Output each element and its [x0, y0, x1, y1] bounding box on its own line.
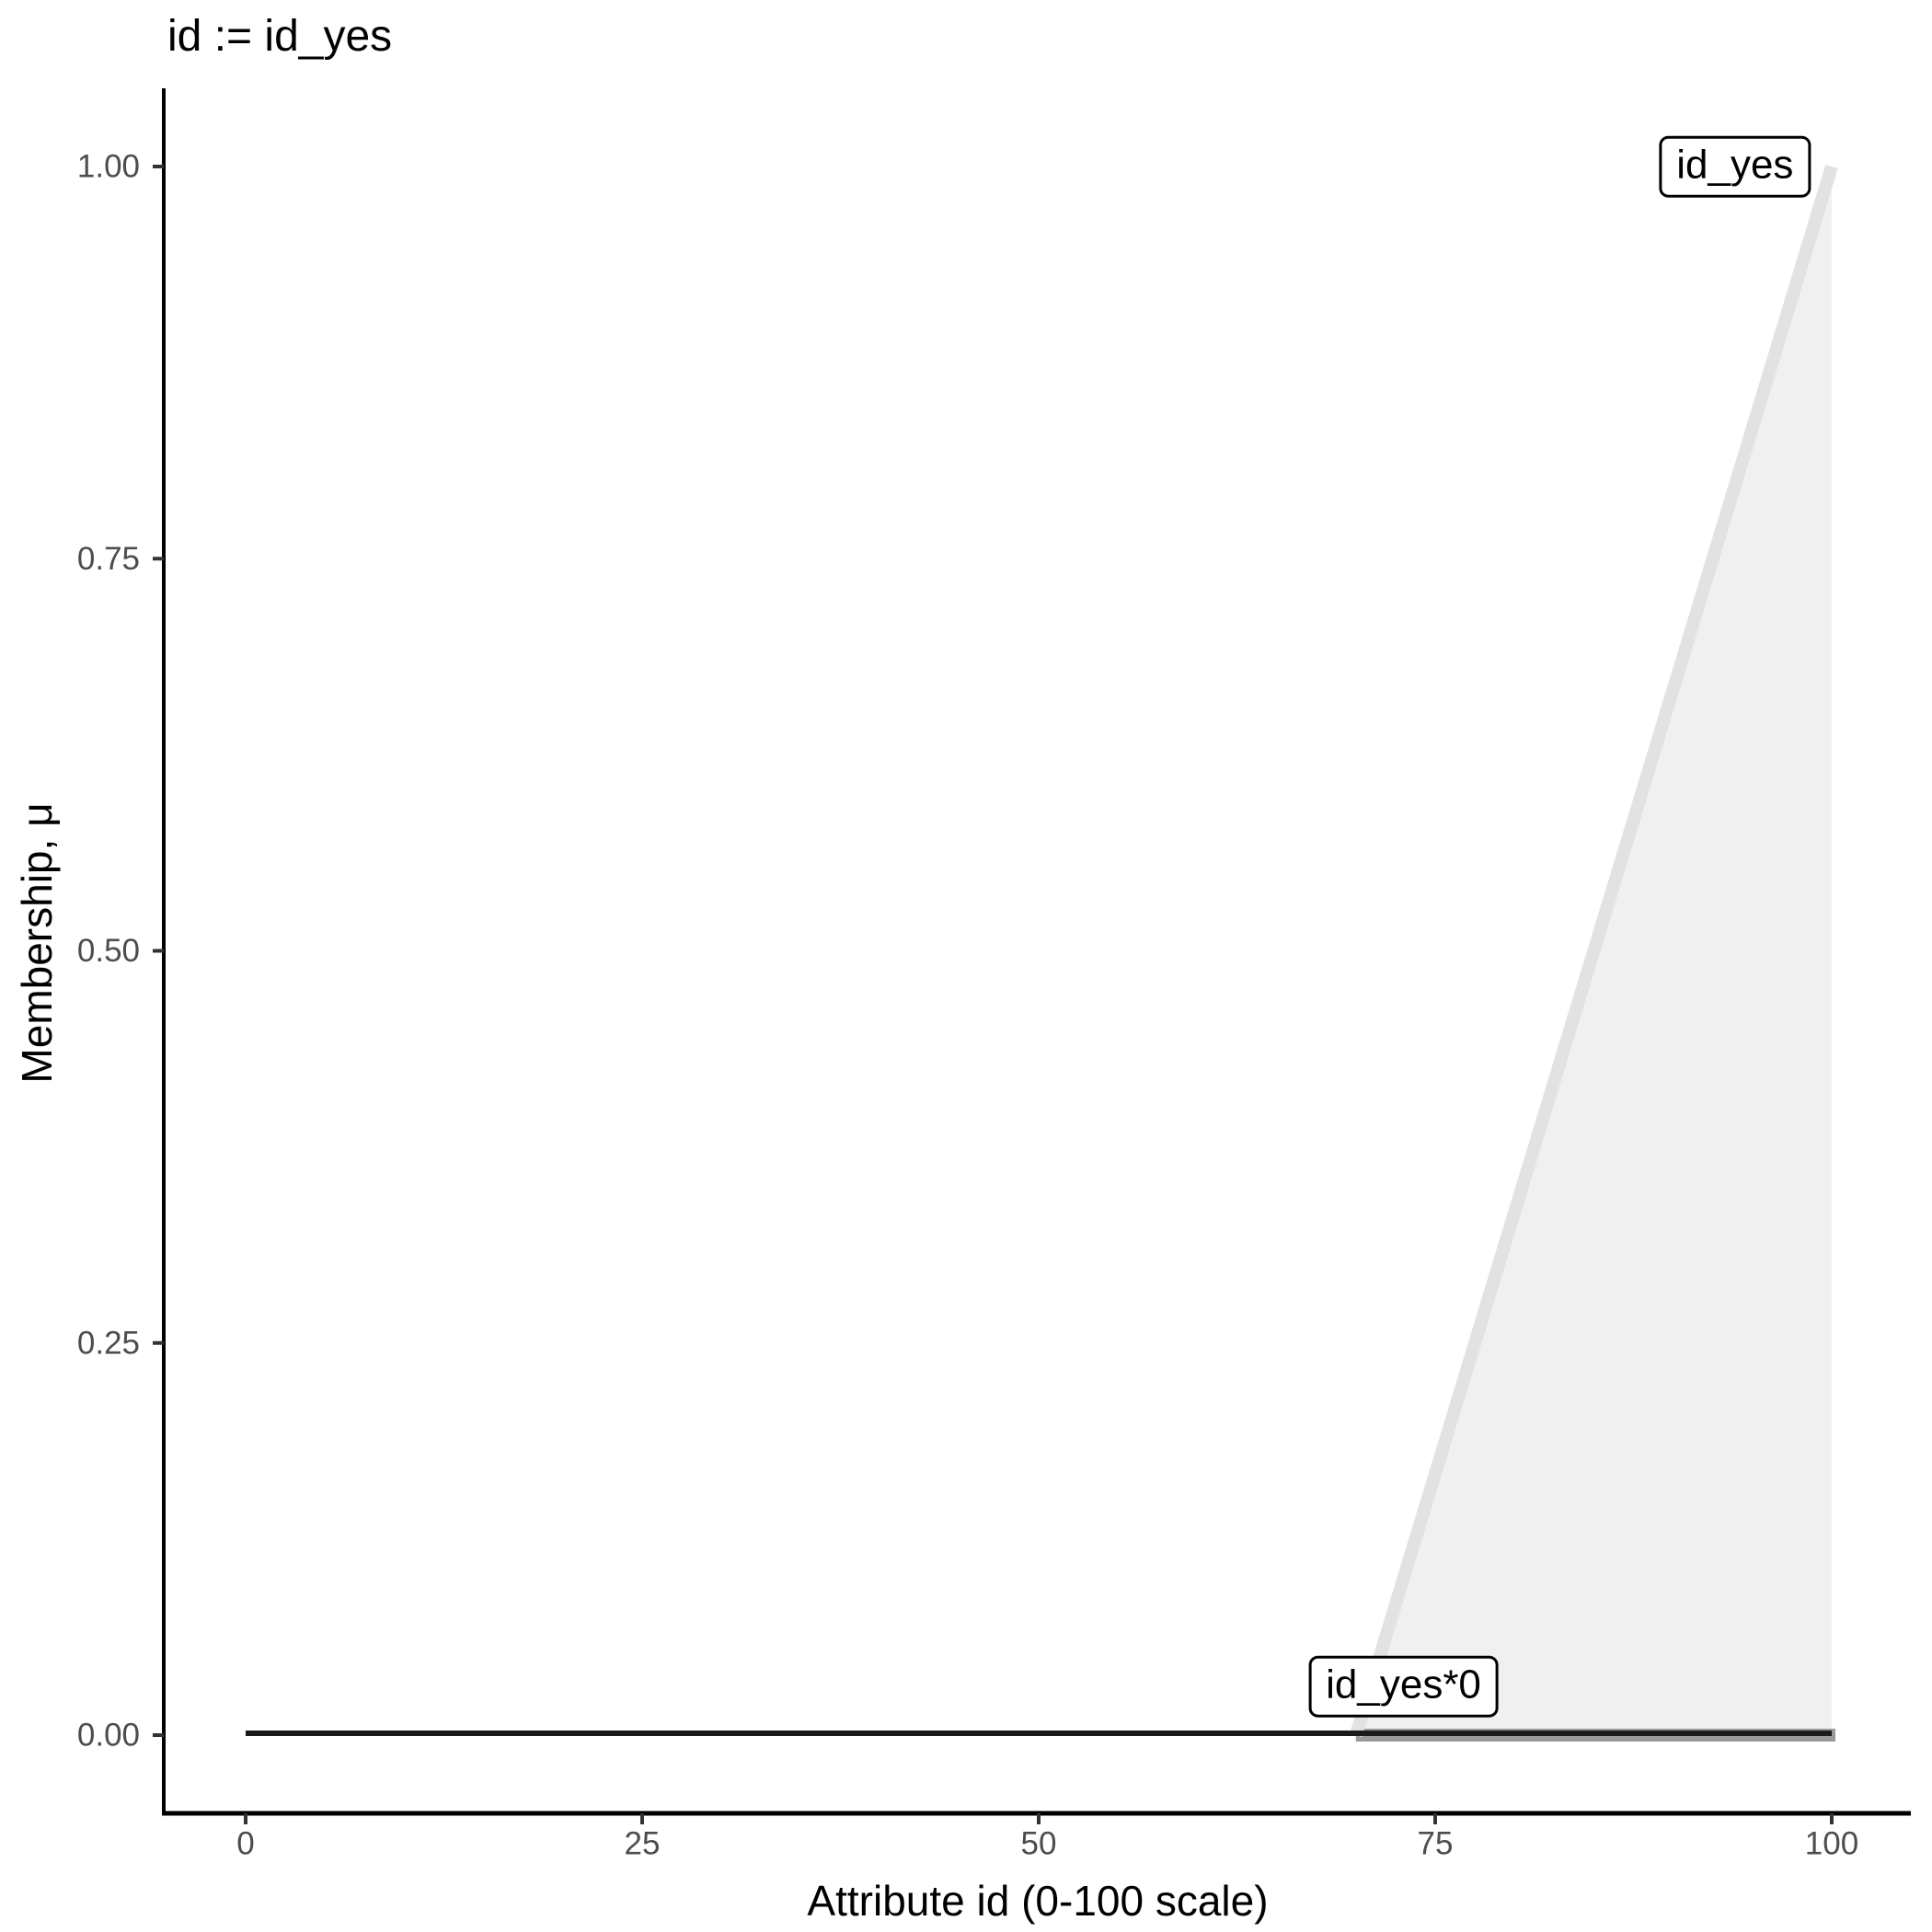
y-tick-label: 0.00 — [77, 1718, 140, 1754]
y-tick-label: 0.25 — [77, 1325, 140, 1361]
series-label-id_yes-star-0: id_yes*0 — [1308, 1655, 1499, 1718]
y-tick-label: 0.75 — [77, 541, 140, 577]
x-axis-title: Attribute id (0-100 scale) — [807, 1877, 1269, 1925]
y-tick-label: 1.00 — [77, 149, 140, 185]
x-tick-label: 25 — [625, 1826, 661, 1862]
y-axis-title: Membership, μ — [13, 802, 61, 1084]
membership-line-id_yes — [1350, 164, 1838, 1738]
x-tick-label: 75 — [1418, 1826, 1454, 1862]
y-tick-label: 0.50 — [77, 933, 140, 969]
x-tick-label: 50 — [1021, 1826, 1057, 1862]
x-tick-label: 0 — [236, 1826, 254, 1862]
x-tick-label: 100 — [1805, 1826, 1858, 1862]
series-label-id_yes: id_yes — [1659, 135, 1811, 198]
plot-title: id := id_yes — [167, 12, 393, 61]
